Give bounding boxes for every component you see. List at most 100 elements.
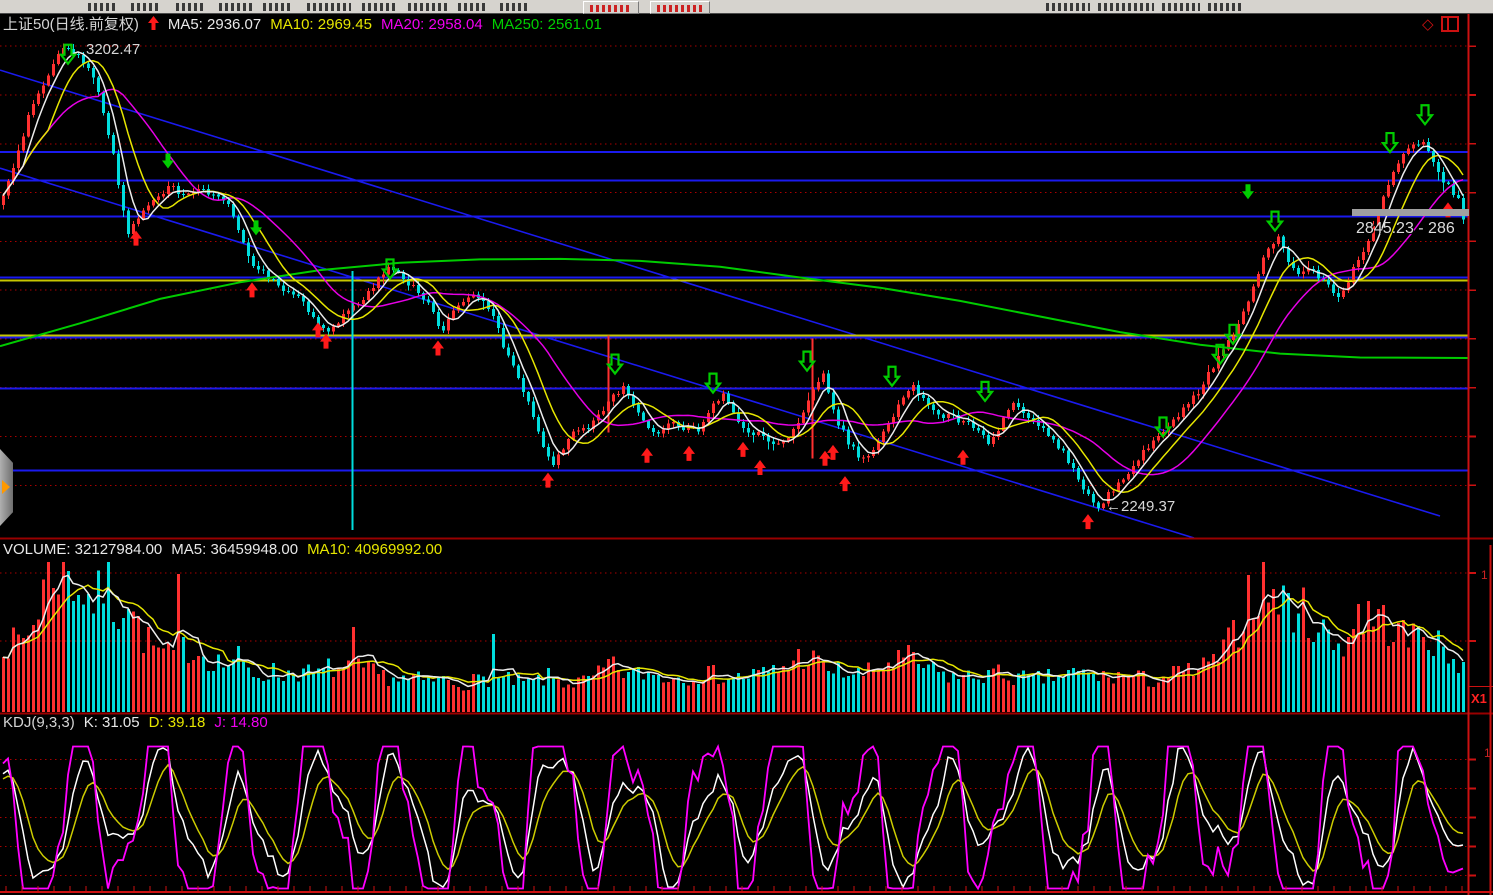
volume-bar [857,668,860,712]
candle-body [332,326,335,332]
toolbar-item[interactable] [176,3,206,11]
ma-lines [0,51,1469,501]
volume-bar [1382,605,1385,712]
diamond-icon[interactable]: ◇ [1422,15,1434,33]
candle-body [282,285,285,292]
volume-bar [1292,632,1295,712]
toolbar-item[interactable] [458,3,486,11]
candle-body [907,391,910,398]
candle-body [157,196,160,201]
candle-body [1372,225,1375,242]
volume-bar [1067,670,1070,712]
volume-bar [772,665,775,712]
toolbar-item[interactable] [88,3,116,11]
candle-body [957,414,960,423]
volume-bar [827,671,830,712]
toolbar-item[interactable] [362,3,396,11]
volume-bar [217,654,220,712]
volume-bar [732,677,735,712]
x1-zoom-label[interactable]: X1 [1471,691,1487,706]
toolbar-item[interactable] [263,3,293,11]
candle-body [1347,282,1350,291]
volume-bar [987,669,990,712]
candle-body [822,373,825,382]
candle-body [527,392,530,402]
toolbar-item[interactable] [219,3,253,11]
candle-body [1362,252,1365,261]
top-toolbar[interactable] [0,0,1493,14]
candle-body [352,305,355,311]
candle-body [1082,479,1085,490]
volume-bar [257,677,260,712]
volume-bar [512,685,515,712]
candle-body [987,434,990,444]
volume-bar [1187,663,1190,712]
candle-body [652,427,655,433]
toolbar-item[interactable] [307,3,351,11]
volume-bar [1037,671,1040,712]
volume-bar [212,670,215,712]
toolbar-red-button[interactable] [650,1,710,14]
volume-bar [992,668,995,712]
volume-bar [1332,650,1335,712]
toolbar-item[interactable] [131,3,161,11]
candle-body [1257,274,1260,287]
toolbar-red-button[interactable] [583,1,639,14]
candle-body [717,401,720,404]
toolbar-item[interactable] [1098,3,1154,11]
candle-body [1417,144,1420,146]
candle-body [767,435,770,442]
candle-body [927,397,930,405]
split-window-icon[interactable] [1440,16,1459,32]
toolbar-item[interactable] [408,3,448,11]
toolbar-item[interactable] [1208,3,1244,11]
candle-body [32,104,35,115]
kdj-k-line [2,745,1464,889]
candle-body [1237,323,1240,337]
volume-bar [1402,619,1405,712]
volume-bar [182,636,185,712]
ma20-value: MA20: 2958.04 [381,16,483,33]
buy-arrow-icon [683,445,695,461]
volume-bar [1462,661,1465,712]
volume-bar [612,656,615,712]
candle-body [42,85,45,94]
candle-body [582,427,585,431]
candle-body [412,284,415,286]
volume-ma10-value: MA10: 40969992.00 [307,541,443,558]
volume-bar [337,668,340,712]
volume-bar [537,674,540,712]
volume-bar [222,667,225,712]
candle-body [427,299,430,303]
candle-body [852,444,855,447]
candle-body [102,92,105,113]
candle-body [1297,267,1300,274]
volume-bar [2,657,5,712]
candle-body [252,256,255,266]
hollow-sell-arrow-icon [1210,343,1230,366]
candle-body [172,185,175,187]
price-levels [0,151,1468,472]
volume-bar [1342,656,1345,712]
sidebar-collapse-tab[interactable] [0,449,13,526]
volume-bar [1227,627,1230,712]
toolbar-item[interactable] [500,3,530,11]
candle-body [247,242,250,257]
toolbar-item[interactable] [1162,3,1200,11]
volume-bar [152,645,155,712]
volume-bar [672,678,675,712]
buy-arrow-icon [432,340,444,356]
toolbar-item[interactable] [1046,3,1090,11]
candle-body [1142,449,1145,461]
volume-bar [1182,672,1185,712]
volume-bar [1127,674,1130,712]
volume-bar [342,667,345,712]
candle-body [1192,395,1195,404]
volume-bar [927,664,930,712]
volume-bar [1222,639,1225,712]
volume-bar [1027,674,1030,712]
volume-bar [747,678,750,712]
volume-bar [1122,675,1125,712]
volume-bar [667,681,670,712]
